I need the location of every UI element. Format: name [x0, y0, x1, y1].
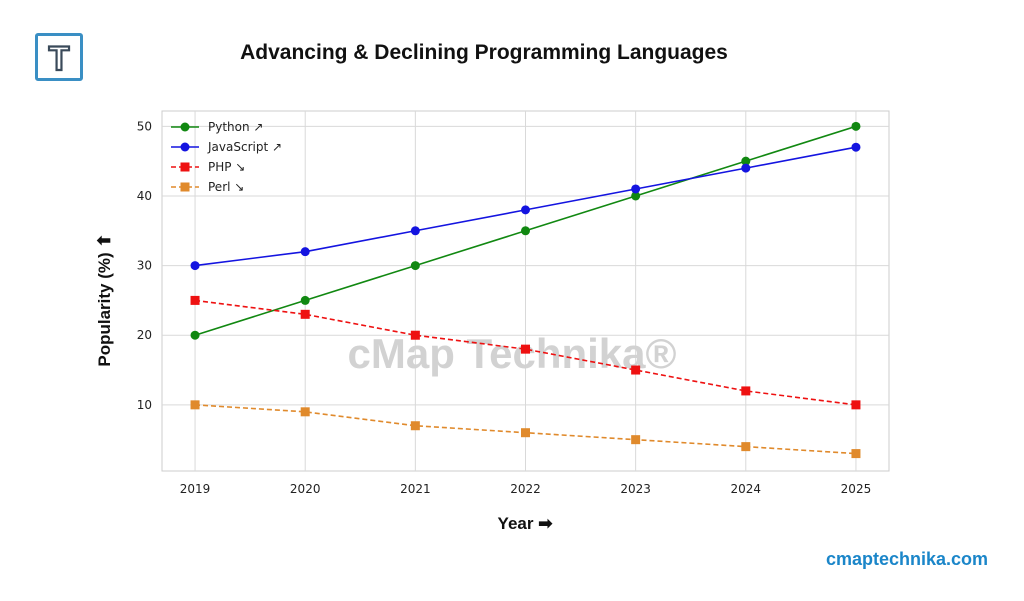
legend-item-perl: Perl ↘ [171, 180, 244, 194]
y-tick-label: 30 [137, 259, 152, 273]
x-tick-label: 2022 [510, 482, 541, 496]
data-point-php [300, 309, 310, 319]
page-title: Advancing & Declining Programming Langua… [240, 41, 728, 64]
data-point-python [741, 156, 751, 166]
legend-label: PHP ↘ [208, 160, 245, 174]
data-point-javascript [410, 226, 420, 236]
data-point-python [631, 191, 641, 201]
data-point-php [410, 330, 420, 340]
data-point-perl [410, 421, 420, 431]
y-axis-label: Popularity (%) ⬆ [95, 233, 114, 366]
data-point-python [521, 226, 530, 236]
x-tick-label: 2025 [841, 482, 872, 496]
x-tick-label: 2024 [731, 482, 762, 496]
data-point-perl [300, 407, 310, 417]
data-point-javascript [851, 142, 861, 152]
data-point-python [300, 295, 310, 305]
x-tick-label: 2019 [180, 482, 211, 496]
legend-swatch-marker [180, 162, 190, 172]
legend-item-javascript: JavaScript ↗ [171, 140, 282, 154]
legend-item-python: Python ↗ [171, 120, 263, 134]
legend-swatch-marker [180, 182, 190, 192]
tick-labels: 2019 2020 2021 2022 2023 2024 2025 10 20 30 40 50 [137, 119, 872, 496]
data-point-perl [521, 428, 530, 438]
legend-swatch-marker [180, 122, 190, 132]
legend-label: Perl ↘ [208, 180, 244, 194]
x-axis-label: Year ➡ [498, 514, 554, 533]
data-point-javascript [190, 261, 200, 271]
letter-t-logo-icon: T [35, 33, 83, 81]
legend-item-php: PHP ↘ [171, 160, 245, 174]
data-point-perl [631, 435, 641, 445]
logo-letter: T [49, 40, 70, 78]
y-tick-label: 40 [137, 189, 152, 203]
data-point-php [521, 344, 530, 354]
data-point-javascript [741, 163, 751, 173]
data-point-javascript [631, 184, 641, 194]
data-point-php [190, 295, 200, 305]
legend: Python ↗ JavaScript ↗ PHP ↘ Perl ↘ [171, 120, 282, 194]
data-point-javascript [300, 247, 310, 257]
data-point-perl [190, 400, 200, 410]
data-point-python [851, 121, 861, 131]
y-tick-label: 10 [137, 398, 152, 412]
data-point-php [741, 386, 751, 396]
data-point-python [190, 330, 200, 340]
data-point-perl [741, 442, 751, 452]
series-layer [190, 121, 861, 459]
data-point-perl [851, 449, 861, 459]
data-point-javascript [521, 205, 530, 215]
x-tick-label: 2020 [290, 482, 321, 496]
data-point-php [851, 400, 861, 410]
y-tick-label: 20 [137, 328, 152, 342]
data-point-php [631, 365, 641, 375]
watermark: cMap Technika® [348, 330, 677, 377]
x-tick-label: 2023 [620, 482, 651, 496]
x-tick-label: 2021 [400, 482, 431, 496]
legend-label: JavaScript ↗ [207, 140, 282, 154]
data-point-python [410, 261, 420, 271]
legend-label: Python ↗ [208, 120, 263, 134]
site-url[interactable]: cmaptechnika.com [825, 549, 988, 569]
y-tick-label: 50 [137, 119, 152, 133]
legend-swatch-marker [180, 142, 190, 152]
